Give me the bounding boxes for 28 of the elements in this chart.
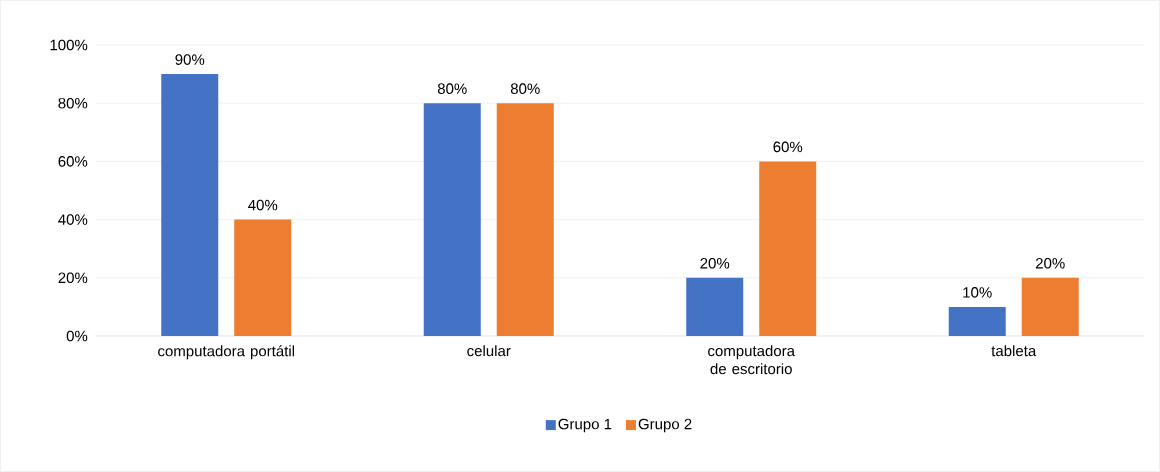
y-tick-label: 0% [66, 330, 88, 342]
data-label: 80% [510, 83, 540, 94]
y-tick-label: 40% [58, 214, 88, 225]
x-tick-label: tableta [991, 345, 1037, 357]
bar [423, 103, 481, 336]
bar [496, 103, 554, 336]
x-tick-label: celular [467, 345, 511, 357]
data-label: 60% [773, 141, 803, 153]
data-label: 10% [963, 287, 992, 298]
bar [234, 219, 292, 336]
y-tick-label: 20% [58, 272, 88, 284]
legend-label: Grupo 2 [638, 418, 692, 433]
y-tick-label: 80% [58, 97, 88, 109]
bar [161, 74, 219, 336]
data-label: 20% [1035, 257, 1065, 269]
bar [1021, 277, 1079, 336]
x-tick-label: computadora portátil [158, 345, 295, 360]
bar [759, 161, 817, 336]
data-label: 40% [248, 199, 278, 211]
y-tick-label: 60% [58, 156, 88, 167]
data-label: 80% [437, 83, 467, 94]
data-label: 20% [700, 257, 730, 269]
data-label: 90% [175, 54, 205, 65]
bar [686, 277, 744, 336]
x-tick-label: computadora de escritorio [708, 345, 795, 375]
legend-label: Grupo 1 [558, 418, 612, 433]
bar [948, 306, 1006, 336]
y-tick-label: 100% [50, 39, 88, 51]
